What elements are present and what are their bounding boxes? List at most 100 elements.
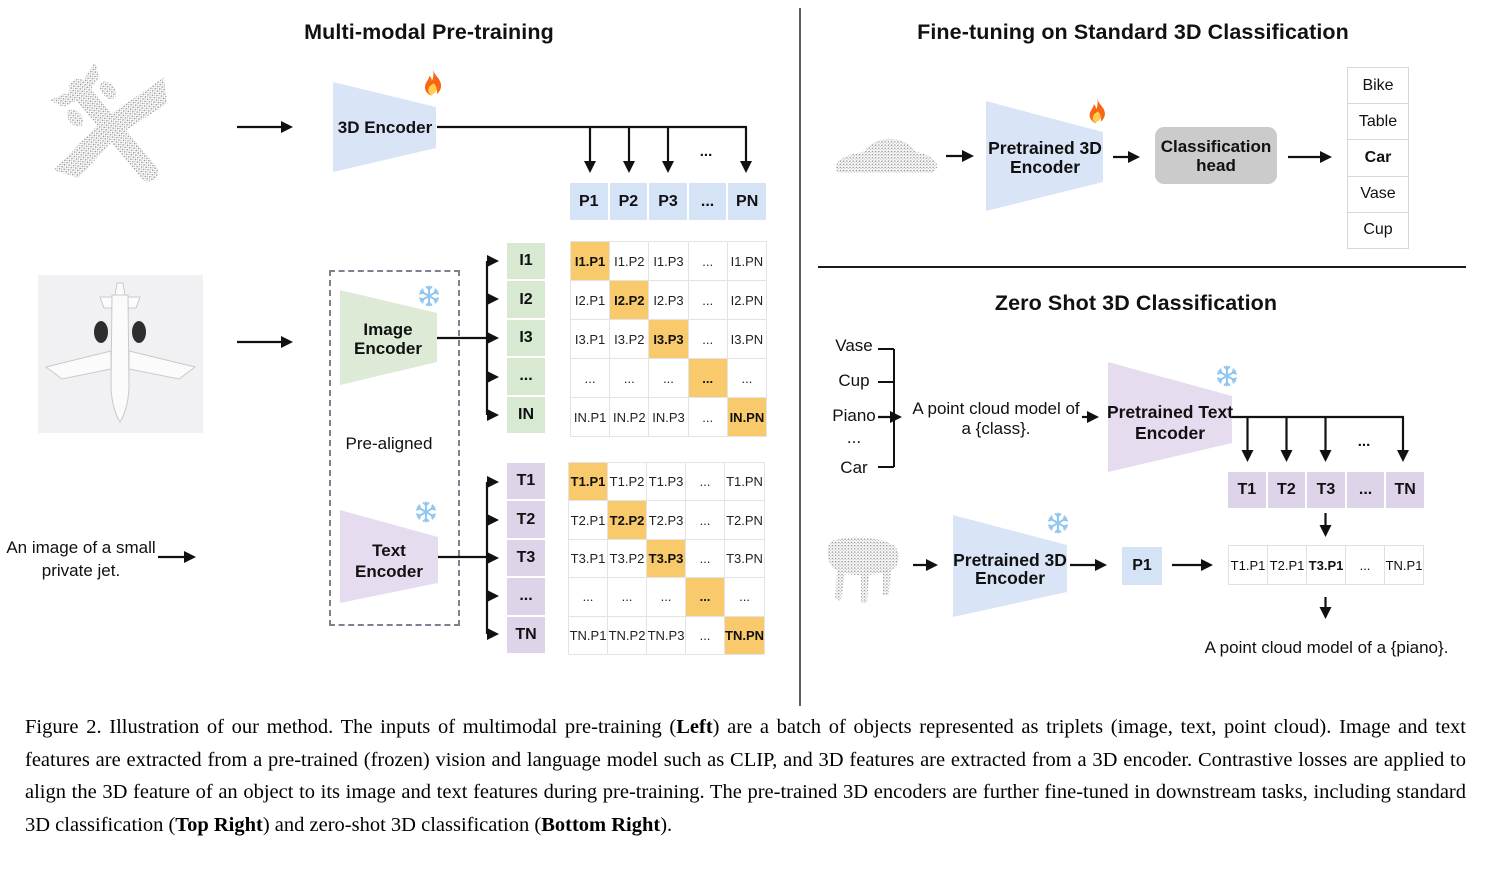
i-matrix-cell: I3.P2 [610,320,649,358]
class-word-cup: Cup [838,371,870,390]
ft-classes-cell: Vase [1348,176,1408,212]
t-matrix-cell: T1.P2 [608,463,646,501]
prompt-text: A point cloud model of a {class}. [903,399,1089,438]
classification-head-box: Classification head [1155,127,1277,184]
t-matrix-cell: T1.PN [725,463,764,501]
text-feature-column: T1 T2 T3... TN [507,463,545,654]
i-matrix-cell: ... [688,320,727,358]
p-row-cell: P1 [570,183,608,220]
t-matrix-cell: T3.PN [725,539,764,578]
t-matrix-cell: T2.P2 [608,501,646,539]
t-col-cell: ... [507,578,545,615]
zs-text-feature-row: T1 T2 T3... TN [1228,472,1424,508]
caption-segment: Left [676,716,713,738]
zs-t-row-cell: ... [1346,472,1385,508]
zs-result-row-cell: T2.P1 [1268,546,1306,584]
text-input-caption: An image of a small private jet. [2,537,160,582]
i-matrix-cell: ... [649,359,688,397]
class-list: Bike Table Car Vase Cup [1347,67,1409,249]
zs-result-row-cell: T1.P1 [1229,546,1267,584]
t-matrix-cell: T2.PN [725,501,764,539]
i-col-cell: ... [507,358,545,395]
ft-classes-cell: Table [1348,104,1408,140]
zs-pretrained-3d-encoder-line1: Pretrained 3D [953,550,1067,570]
i-matrix-cell: ... [688,281,727,319]
zs-t-row-cell: T2 [1267,472,1306,508]
caption-segment: ) and zero-shot 3D classification ( [262,813,542,836]
airplane-photo [38,275,203,433]
i-matrix-cell: I3.PN [727,320,766,358]
t-matrix-cell: T2.P1 [569,501,607,539]
fire-icon [1089,98,1105,124]
snowflake-icon [1218,367,1237,386]
text-encoder-label: Text Encoder [338,540,440,582]
zs-similarity-row: T1.P1 T2.P1 T3.P1... TN.P1 [1228,545,1424,585]
zs-pretrained-3d-encoder-shape [953,515,1067,617]
classification-head-line1: Classification [1160,136,1272,156]
t-matrix-cell: T3.P2 [608,539,646,578]
zs-t-row-cell: T3 [1307,472,1345,508]
3d-encoder-shape [333,82,436,172]
zs-result-row-cell: ... [1346,546,1384,584]
t-col-cell: T3 [507,539,545,577]
class-word-piano: Piano [832,406,876,425]
zs-pretrained-3d-encoder-label: Pretrained 3D Encoder [953,551,1067,587]
i-matrix-cell: I2.PN [727,281,766,319]
ft-classes-cell: Bike [1348,68,1408,104]
snowflake-icon [417,503,436,522]
i-matrix-cell: I1.P2 [610,242,649,280]
caption-segment: Bottom Right [541,813,661,836]
i-matrix-cell: I1.P1 [571,242,610,280]
caption-segment: ). [660,813,673,836]
i-matrix-cell: ... [688,398,727,436]
pretrained-text-encoder-line2: Encoder [1134,422,1206,443]
class-word-ellipsis: ... [846,428,862,447]
p-row-ellipsis: ... [699,143,713,160]
p-row-cell: PN [728,183,766,220]
i-col-cell: I3 [507,319,545,357]
image-encoder-shape [340,290,437,385]
t-matrix-cell: ... [686,539,724,578]
caption-segment: Top Right [175,813,263,836]
t-matrix-cell: T1.P1 [569,463,607,501]
zs-t-row-cell: TN [1386,472,1424,508]
t-matrix-cell: ... [725,578,764,616]
i-matrix-cell: ... [571,359,610,397]
i-matrix-cell: ... [688,242,727,280]
caption-segment: ) are a batch of objects represented as … [25,716,1466,836]
fire-icon [424,69,442,96]
airplane-photo-jet [44,282,197,423]
i-matrix-cell: ... [610,359,649,397]
classification-head-line2: head [1196,155,1236,175]
text-input-line1: An image of a small [6,538,156,557]
image-encoder-label-line1: Image [363,320,413,339]
snowflake-icon [420,287,439,306]
text-input-line2: private jet. [41,560,121,580]
i-col-cell: IN [507,396,545,434]
t-matrix-cell: T3.P3 [647,539,685,578]
class-word-car: Car [840,458,868,477]
zs-t-row-cell: T1 [1228,472,1266,508]
t-row-ellipsis: ... [1357,433,1371,450]
flow-arrows [158,120,1410,641]
p-row-cell: P2 [609,183,648,220]
t-matrix-cell: ... [647,578,685,616]
snowflake-icon [1049,514,1068,533]
figure-caption: Figure 2. Illustration of our method. Th… [25,711,1466,841]
p1-feature-cell: P1 [1122,547,1162,585]
t-matrix-cell: ... [686,501,724,539]
class-word-vase: Vase [835,336,873,355]
text-encoder-label-line2: Encoder [354,562,424,581]
piano-point-cloud [827,537,899,603]
pretrained-3d-encoder-line1: Pretrained 3D [988,138,1102,158]
t-matrix-cell: TN.P3 [647,616,685,654]
i-matrix-cell: I3.P3 [649,320,688,358]
car-point-cloud [835,138,938,173]
i-matrix-cell: IN.P3 [649,398,688,436]
image-feature-column: I1 I2 I3... IN [507,243,545,434]
3d-encoder-label: 3D Encoder [337,118,433,137]
p-row-cell: ... [688,183,727,220]
pretrained-3d-encoder-line2: Encoder [1009,156,1081,177]
i-matrix-cell: I2.P1 [571,281,610,319]
